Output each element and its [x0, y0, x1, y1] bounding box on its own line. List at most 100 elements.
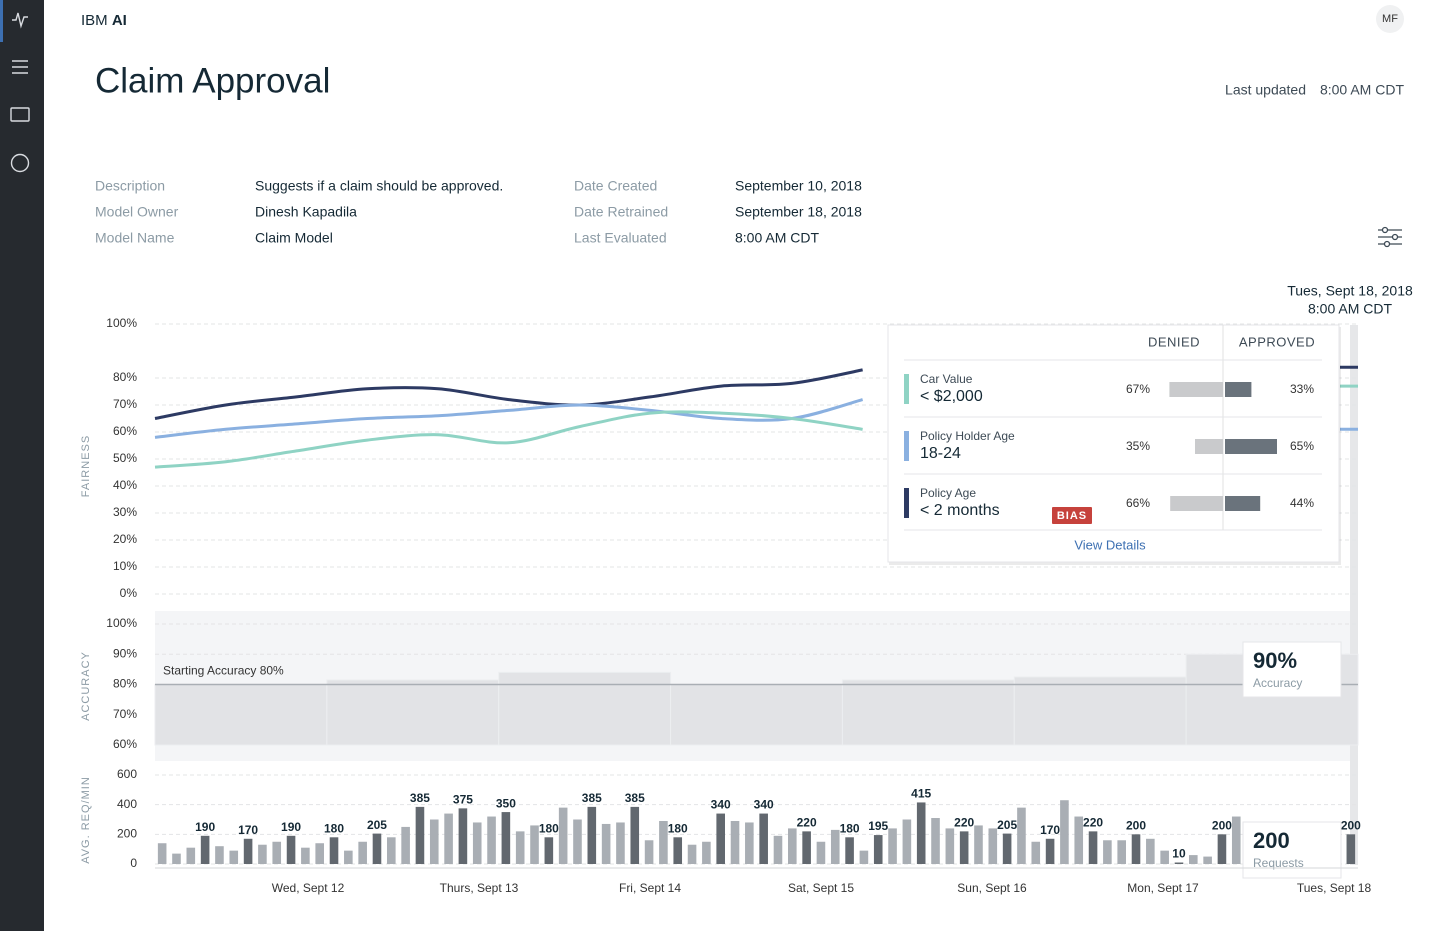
request-value-label: 10 [1172, 847, 1186, 861]
request-bar [959, 831, 969, 864]
requests-callout-value: 200 [1253, 828, 1290, 853]
request-bar [673, 837, 683, 864]
baseline-label: Starting Accuracy 80% [163, 664, 284, 678]
request-bar [888, 828, 897, 864]
request-bar [788, 828, 797, 864]
request-bar [1217, 834, 1227, 864]
request-bar [387, 837, 396, 864]
y-tick-label: 400 [117, 797, 137, 811]
request-bar [472, 822, 482, 864]
request-bar [1074, 816, 1084, 864]
y-axis-title: FAIRNESS [80, 435, 92, 497]
request-bar [1189, 855, 1198, 864]
fairness-line [154, 384, 1358, 469]
accuracy-callout-label: Accuracy [1253, 676, 1302, 690]
request-bar [902, 819, 912, 864]
x-tick-label: Mon, Sept 17 [1127, 881, 1199, 895]
detail-label: Model Owner [95, 204, 179, 220]
fairness-line [154, 398, 1358, 439]
detail-value: Suggests if a claim should be approved. [255, 178, 503, 194]
fairness-line [154, 365, 1358, 420]
x-tick-label: Thurs, Sept 13 [440, 881, 519, 895]
request-bar [1002, 833, 1012, 864]
view-details-link[interactable]: View Details [1074, 537, 1146, 552]
last-updated-value: 8:00 AM CDT [1320, 82, 1404, 98]
y-tick-label: 80% [113, 370, 137, 384]
y-axis-title: AVG. REQ/MIN [80, 776, 92, 864]
request-value-label: 385 [410, 791, 430, 805]
request-bar [515, 831, 525, 864]
bias-badge-text: BIAS [1057, 510, 1087, 522]
nav-monitor[interactable] [12, 12, 28, 29]
request-bar [1346, 834, 1356, 864]
request-value-label: 220 [954, 816, 974, 830]
row-name: Policy Age [920, 486, 976, 500]
request-bar [315, 843, 324, 864]
last-updated-label: Last updated [1225, 82, 1306, 98]
request-bar [1146, 838, 1155, 864]
filter-icon[interactable] [1378, 226, 1402, 248]
request-bar [1231, 816, 1241, 864]
request-bar [816, 841, 826, 864]
y-tick-label: 40% [113, 478, 137, 492]
y-tick-label: 50% [113, 451, 137, 465]
y-tick-label: 100% [106, 316, 137, 330]
nav-help[interactable] [10, 153, 30, 173]
detail-label: Last Evaluated [574, 230, 667, 246]
hover-band [1350, 325, 1358, 865]
approved-bar [1225, 382, 1252, 397]
request-bar [272, 841, 282, 864]
accuracy-step [1013, 676, 1187, 746]
brand-bold: AI [112, 12, 127, 29]
request-bar [630, 806, 640, 864]
row-swatch [904, 488, 909, 518]
avatar[interactable] [1376, 5, 1404, 33]
request-value-label: 180 [840, 821, 860, 835]
request-bar [659, 820, 668, 864]
request-bar [644, 840, 654, 864]
request-bar [401, 826, 410, 864]
request-bar [301, 847, 310, 864]
y-tick-label: 10% [113, 559, 137, 573]
request-value-label: 200 [1212, 819, 1232, 833]
denied-bar [1195, 439, 1223, 454]
request-bar [773, 835, 783, 864]
request-bar [458, 808, 468, 864]
request-bar [974, 825, 983, 864]
request-bar [730, 820, 740, 864]
hover-time: 8:00 AM CDT [1308, 301, 1392, 317]
request-value-label: 340 [711, 798, 731, 812]
row-value: 18-24 [920, 445, 961, 462]
request-bar [1103, 840, 1112, 864]
y-axis-title: ACCURACY [80, 651, 92, 721]
request-bar [186, 847, 196, 864]
request-bar [1031, 841, 1041, 864]
x-tick-label: Sun, Sept 16 [957, 881, 1027, 895]
nav-settings[interactable] [12, 60, 28, 74]
request-bar [415, 806, 425, 864]
approved-pct: 33% [1290, 382, 1314, 396]
request-bar [916, 802, 926, 864]
detail-label: Date Created [574, 178, 657, 194]
request-value-label: 170 [1040, 823, 1060, 837]
request-value-label: 180 [324, 821, 344, 835]
nav-ticket[interactable] [10, 107, 30, 122]
approved-pct: 44% [1290, 496, 1314, 510]
request-value-label: 415 [911, 787, 931, 801]
accuracy-step [154, 684, 328, 746]
hover-date: Tues, Sept 18, 2018 [1287, 283, 1413, 299]
denied-pct: 67% [1126, 382, 1150, 396]
request-bar [429, 819, 439, 864]
request-value-label: 180 [668, 821, 688, 835]
y-tick-label: 60% [113, 424, 137, 438]
request-value-label: 350 [496, 796, 516, 810]
detail-value: Claim Model [255, 230, 333, 246]
bias-badge [1052, 507, 1092, 524]
request-bar [845, 837, 854, 864]
request-bar [329, 837, 339, 864]
request-bar [716, 813, 725, 864]
approved-header: APPROVED [1239, 334, 1315, 349]
detail-value: 8:00 AM CDT [735, 230, 819, 246]
request-bar [1045, 838, 1055, 864]
